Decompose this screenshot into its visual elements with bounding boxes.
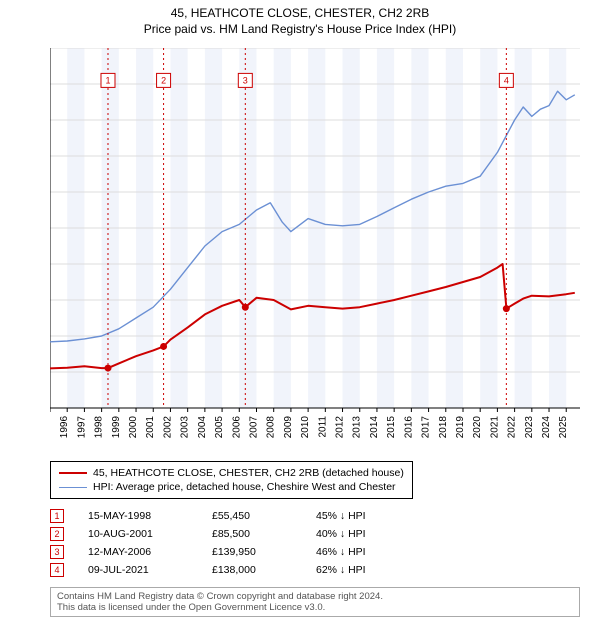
- svg-text:1: 1: [105, 75, 110, 85]
- svg-text:2001: 2001: [145, 416, 156, 438]
- chart-svg: £0£50K£100K£150K£200K£250K£300K£350K£400…: [50, 48, 580, 438]
- title-address: 45, HEATHCOTE CLOSE, CHESTER, CH2 2RB: [0, 6, 600, 20]
- transaction-diff: 45% ↓ HPI: [316, 510, 396, 522]
- svg-text:2019: 2019: [455, 416, 466, 438]
- legend-row: HPI: Average price, detached house, Ches…: [59, 480, 404, 494]
- svg-text:2013: 2013: [352, 416, 363, 438]
- svg-text:2: 2: [161, 75, 166, 85]
- transaction-diff: 62% ↓ HPI: [316, 564, 396, 576]
- svg-text:2009: 2009: [283, 416, 294, 438]
- transaction-marker: 4: [50, 563, 64, 577]
- svg-text:1999: 1999: [111, 416, 122, 438]
- transaction-price: £85,500: [212, 528, 292, 540]
- svg-text:1996: 1996: [59, 416, 70, 438]
- chart-container: 45, HEATHCOTE CLOSE, CHESTER, CH2 2RB Pr…: [0, 0, 600, 620]
- legend-swatch: [59, 487, 87, 488]
- legend-box: 45, HEATHCOTE CLOSE, CHESTER, CH2 2RB (d…: [50, 461, 413, 499]
- svg-text:2007: 2007: [248, 416, 259, 438]
- svg-text:2016: 2016: [403, 416, 414, 438]
- svg-text:2015: 2015: [386, 416, 397, 438]
- transaction-diff: 46% ↓ HPI: [316, 546, 396, 558]
- legend-label: HPI: Average price, detached house, Ches…: [93, 481, 396, 493]
- footer-block: 45, HEATHCOTE CLOSE, CHESTER, CH2 2RB (d…: [50, 461, 580, 617]
- svg-text:1998: 1998: [94, 416, 105, 438]
- attribution-line1: Contains HM Land Registry data © Crown c…: [57, 591, 573, 602]
- legend-label: 45, HEATHCOTE CLOSE, CHESTER, CH2 2RB (d…: [93, 467, 404, 479]
- svg-text:3: 3: [243, 75, 248, 85]
- svg-text:2020: 2020: [472, 416, 483, 438]
- attribution-box: Contains HM Land Registry data © Crown c…: [50, 587, 580, 617]
- transaction-diff: 40% ↓ HPI: [316, 528, 396, 540]
- transaction-marker: 2: [50, 527, 64, 541]
- svg-text:2022: 2022: [507, 416, 518, 438]
- title-subtitle: Price paid vs. HM Land Registry's House …: [0, 22, 600, 36]
- svg-text:2012: 2012: [335, 416, 346, 438]
- svg-text:2008: 2008: [266, 416, 277, 438]
- transaction-table: 1 15-MAY-1998 £55,450 45% ↓ HPI 2 10-AUG-2001…: [50, 507, 580, 579]
- legend-swatch: [59, 472, 87, 474]
- svg-text:2017: 2017: [421, 416, 432, 438]
- svg-text:2018: 2018: [438, 416, 449, 438]
- transaction-date: 09-JUL-2021: [88, 564, 188, 576]
- transaction-row: 3 12-MAY-2006 £139,950 46% ↓ HPI: [50, 543, 580, 561]
- svg-text:2011: 2011: [317, 416, 328, 438]
- svg-text:4: 4: [504, 75, 509, 85]
- transaction-price: £139,950: [212, 546, 292, 558]
- transaction-row: 1 15-MAY-1998 £55,450 45% ↓ HPI: [50, 507, 580, 525]
- svg-text:2006: 2006: [231, 416, 242, 438]
- chart-area: £0£50K£100K£150K£200K£250K£300K£350K£400…: [50, 48, 580, 438]
- svg-text:2000: 2000: [128, 416, 139, 438]
- transaction-marker: 3: [50, 545, 64, 559]
- title-block: 45, HEATHCOTE CLOSE, CHESTER, CH2 2RB Pr…: [0, 0, 600, 36]
- transaction-row: 4 09-JUL-2021 £138,000 62% ↓ HPI: [50, 561, 580, 579]
- transaction-date: 10-AUG-2001: [88, 528, 188, 540]
- svg-text:2010: 2010: [300, 416, 311, 438]
- attribution-line2: This data is licensed under the Open Gov…: [57, 602, 573, 613]
- svg-text:2024: 2024: [541, 416, 552, 438]
- legend-row: 45, HEATHCOTE CLOSE, CHESTER, CH2 2RB (d…: [59, 466, 404, 480]
- svg-text:2014: 2014: [369, 416, 380, 438]
- svg-text:2021: 2021: [489, 416, 500, 438]
- svg-text:2004: 2004: [197, 416, 208, 438]
- svg-text:2002: 2002: [162, 416, 173, 438]
- svg-text:1995: 1995: [50, 416, 53, 438]
- transaction-row: 2 10-AUG-2001 £85,500 40% ↓ HPI: [50, 525, 580, 543]
- transaction-date: 15-MAY-1998: [88, 510, 188, 522]
- svg-text:2025: 2025: [558, 416, 569, 438]
- svg-text:2023: 2023: [524, 416, 535, 438]
- transaction-marker: 1: [50, 509, 64, 523]
- svg-text:2003: 2003: [180, 416, 191, 438]
- svg-text:2005: 2005: [214, 416, 225, 438]
- transaction-price: £138,000: [212, 564, 292, 576]
- svg-text:1997: 1997: [76, 416, 87, 438]
- transaction-date: 12-MAY-2006: [88, 546, 188, 558]
- transaction-price: £55,450: [212, 510, 292, 522]
